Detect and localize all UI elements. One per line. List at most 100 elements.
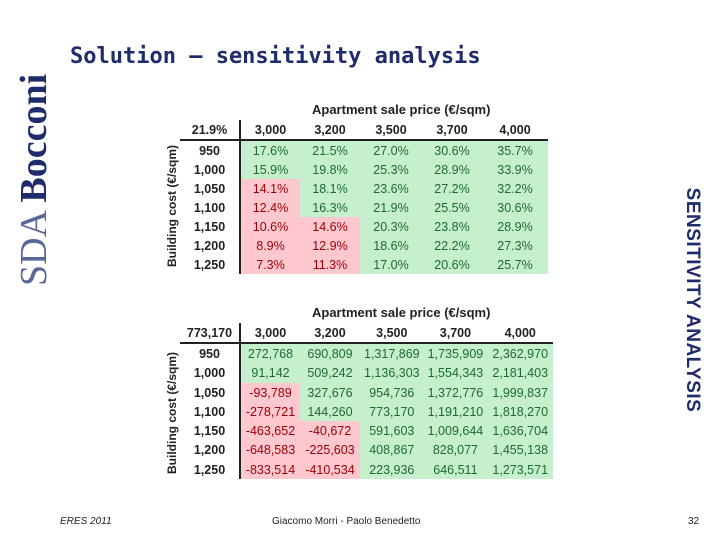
table-cell: 1,273,571 xyxy=(487,460,554,480)
header-row: 21.9% 3,000 3,200 3,500 3,700 4,000 xyxy=(180,120,548,141)
table-cell: 15.9% xyxy=(240,160,300,179)
column-header: 3,000 xyxy=(240,120,300,141)
base-case-value: 21.9% xyxy=(180,120,241,141)
table-cell: 1,999,837 xyxy=(487,382,554,403)
column-header: 3,700 xyxy=(422,120,482,141)
row-header: 1,250 xyxy=(180,460,241,480)
table-cell: 25.3% xyxy=(360,160,422,179)
column-header: 3,500 xyxy=(360,323,424,345)
table-row: 1,050 -93,789 327,676 954,736 1,372,776 1,999… xyxy=(180,382,554,403)
column-header: 4,000 xyxy=(482,120,548,141)
table-cell: 25.7% xyxy=(482,255,548,274)
column-header: 4,000 xyxy=(487,323,554,345)
row-axis-title: Building cost (€/sqm) xyxy=(165,351,179,475)
table-cell: 408,867 xyxy=(360,440,424,461)
table-cell: 21.9% xyxy=(360,198,422,217)
table-cell: 8.9% xyxy=(240,236,300,255)
slide-title: Solution – sensitivity analysis xyxy=(70,44,481,69)
column-header: 3,500 xyxy=(360,120,422,141)
table-row: 1,050 14.1% 18.1% 23.6% 27.2% 32.2% xyxy=(180,179,548,198)
table-cell: 646,511 xyxy=(423,460,488,480)
table-cell: 773,170 xyxy=(360,402,424,422)
header-row: 773,170 3,000 3,200 3,500 3,700 4,000 xyxy=(180,323,554,345)
row-header: 1,200 xyxy=(180,440,241,461)
table-cell: -833,514 xyxy=(240,460,300,480)
row-header: 1,050 xyxy=(180,179,241,198)
page-number: 32 xyxy=(688,516,700,527)
table-cell: 954,736 xyxy=(360,382,424,403)
table-cell: 23.8% xyxy=(422,217,482,236)
table-cell: -225,603 xyxy=(300,440,360,461)
table-cell: 32.2% xyxy=(482,179,548,198)
footer-conference: ERES 2011 xyxy=(60,516,112,527)
row-header: 1,150 xyxy=(180,217,241,236)
table-cell: -648,583 xyxy=(240,440,300,461)
table-cell: 30.6% xyxy=(482,198,548,217)
row-header: 1,250 xyxy=(180,255,241,274)
table-cell: 35.7% xyxy=(482,140,548,160)
row-header: 950 xyxy=(180,343,241,364)
table-cell: 223,936 xyxy=(360,460,424,480)
table-cell: 27.3% xyxy=(482,236,548,255)
table-cell: -278,721 xyxy=(240,402,300,422)
table-cell: 591,603 xyxy=(360,421,424,441)
row-header: 1,150 xyxy=(180,421,241,441)
data-grid: 773,170 3,000 3,200 3,500 3,700 4,000 950 272,7… xyxy=(180,323,554,480)
table-cell: 10.6% xyxy=(240,217,300,236)
table-cell: 18.6% xyxy=(360,236,422,255)
table-cell: 23.6% xyxy=(360,179,422,198)
table-cell: 12.4% xyxy=(240,198,300,217)
table-cell: 1,317,869 xyxy=(360,343,424,364)
table-cell: 1,636,704 xyxy=(487,421,554,441)
table-cell: 17.0% xyxy=(360,255,422,274)
side-section-label: SENSITIVITY ANALYSIS xyxy=(682,187,703,413)
table-cell: 272,768 xyxy=(240,343,300,364)
table-row: 1,150 10.6% 14.6% 20.3% 23.8% 28.9% xyxy=(180,217,548,236)
table-cell: 17.6% xyxy=(240,140,300,160)
table-cell: -93,789 xyxy=(240,382,300,403)
sda-bocconi-logo: SDA Bocconi xyxy=(13,74,52,286)
svg-text:SDA Bocconi: SDA Bocconi xyxy=(13,74,52,286)
table-cell: 11.3% xyxy=(300,255,360,274)
table-cell: 1,818,270 xyxy=(487,402,554,422)
table-cell: 1,136,303 xyxy=(360,363,424,383)
table-row: 1,200 -648,583 -225,603 408,867 828,077 1,455… xyxy=(180,440,554,461)
table-cell: 21.5% xyxy=(300,140,360,160)
table-cell: 22.2% xyxy=(422,236,482,255)
table-cell: 19.8% xyxy=(300,160,360,179)
table-cell: 828,077 xyxy=(423,440,488,461)
footer-authors: Giacomo Morri - Paolo Benedetto xyxy=(272,516,421,527)
table-cell: 16.3% xyxy=(300,198,360,217)
table-cell: 28.9% xyxy=(422,160,482,179)
table-cell: 33.9% xyxy=(482,160,548,179)
table-row: 1,250 -833,514 -410,534 223,936 646,511 1,273… xyxy=(180,460,554,480)
table-row: 1,000 15.9% 19.8% 25.3% 28.9% 33.9% xyxy=(180,160,548,179)
row-axis-title: Building cost (€/sqm) xyxy=(165,144,179,268)
table-cell: -463,652 xyxy=(240,421,300,441)
row-header: 1,000 xyxy=(180,363,241,383)
table-cell: 25.5% xyxy=(422,198,482,217)
table-cell: 27.0% xyxy=(360,140,422,160)
table-row: 950 272,768 690,809 1,317,869 1,735,909 2,362… xyxy=(180,343,554,364)
column-axis-title: Apartment sale price (€/sqm) xyxy=(312,102,491,117)
table-cell: 20.6% xyxy=(422,255,482,274)
table-cell: 14.6% xyxy=(300,217,360,236)
table-cell: 1,455,138 xyxy=(487,440,554,461)
table-cell: 690,809 xyxy=(300,343,360,364)
table-cell: 2,362,970 xyxy=(487,343,554,364)
table-cell: 20.3% xyxy=(360,217,422,236)
row-header: 1,100 xyxy=(180,198,241,217)
table-cell: 12.9% xyxy=(300,236,360,255)
row-header: 1,000 xyxy=(180,160,241,179)
data-grid: 21.9% 3,000 3,200 3,500 3,700 4,000 950 17.6% 21… xyxy=(180,120,548,274)
row-header: 950 xyxy=(180,140,241,160)
table-row: 950 17.6% 21.5% 27.0% 30.6% 35.7% xyxy=(180,140,548,160)
row-header: 1,200 xyxy=(180,236,241,255)
row-header: 1,050 xyxy=(180,382,241,403)
table-row: 1,100 -278,721 144,260 773,170 1,191,210 1,81… xyxy=(180,402,554,422)
base-case-value: 773,170 xyxy=(180,323,241,345)
column-header: 3,000 xyxy=(240,323,300,345)
table-row: 1,000 91,142 509,242 1,136,303 1,554,343 2,18… xyxy=(180,363,554,383)
table-cell: 1,554,343 xyxy=(423,363,488,383)
table-cell: 7.3% xyxy=(240,255,300,274)
